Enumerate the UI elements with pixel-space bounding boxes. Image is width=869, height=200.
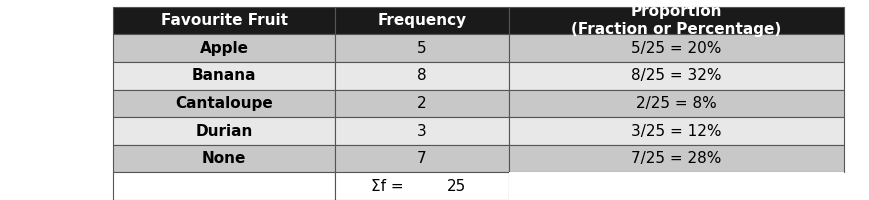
Text: Apple: Apple	[199, 41, 249, 56]
Text: 8: 8	[416, 68, 427, 83]
Text: 7: 7	[416, 151, 427, 166]
Bar	[113, 172, 335, 200]
Text: Durian: Durian	[196, 124, 252, 139]
Bar	[113, 34, 335, 62]
Bar	[113, 90, 335, 117]
Bar	[335, 62, 508, 90]
Bar	[335, 90, 508, 117]
Bar	[508, 62, 843, 90]
Bar	[113, 62, 335, 90]
Text: 5: 5	[416, 41, 427, 56]
Bar	[508, 90, 843, 117]
Text: 25: 25	[447, 179, 466, 194]
Bar	[508, 7, 843, 34]
Bar	[335, 172, 508, 200]
Bar	[113, 145, 335, 172]
Bar	[335, 34, 508, 62]
Bar	[335, 145, 508, 172]
Text: Banana: Banana	[191, 68, 256, 83]
Text: 5/25 = 20%: 5/25 = 20%	[631, 41, 720, 56]
Text: Σf =: Σf =	[370, 179, 403, 194]
Text: 8/25 = 32%: 8/25 = 32%	[630, 68, 721, 83]
Text: 2: 2	[416, 96, 427, 111]
Bar	[508, 145, 843, 172]
Text: 3: 3	[416, 124, 427, 139]
Bar	[508, 172, 843, 200]
Text: Frequency: Frequency	[377, 13, 466, 28]
Text: 7/25 = 28%: 7/25 = 28%	[631, 151, 720, 166]
Bar	[113, 117, 335, 145]
Bar	[113, 7, 335, 34]
Bar	[508, 117, 843, 145]
Text: 2/25 = 8%: 2/25 = 8%	[635, 96, 716, 111]
Text: Favourite Fruit: Favourite Fruit	[161, 13, 287, 28]
Text: Cantaloupe: Cantaloupe	[175, 96, 273, 111]
Text: 3/25 = 12%: 3/25 = 12%	[630, 124, 721, 139]
Text: Proportion
(Fraction or Percentage): Proportion (Fraction or Percentage)	[571, 4, 780, 37]
Text: None: None	[202, 151, 246, 166]
Bar	[335, 7, 508, 34]
Bar	[508, 34, 843, 62]
Bar	[335, 117, 508, 145]
